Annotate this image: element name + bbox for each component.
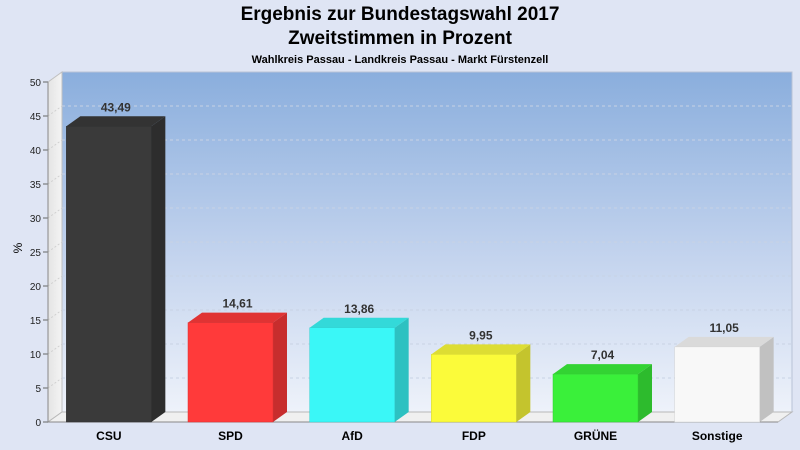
bar-side (759, 336, 774, 422)
y-tick-label: 45 (30, 112, 42, 123)
bar-front (552, 373, 639, 423)
bar-spd (187, 312, 287, 423)
value-label: 43,49 (101, 100, 131, 114)
y-axis-title: % (11, 242, 25, 253)
value-label: 14,61 (222, 297, 252, 311)
y-tick-label: 10 (30, 350, 42, 361)
y-tick-label: 40 (30, 146, 42, 157)
grid-line-side (47, 343, 63, 355)
category-label: FDP (462, 429, 486, 443)
value-label: 9,95 (469, 328, 493, 342)
grid-line-side (47, 309, 63, 321)
y-tick-label: 25 (30, 248, 42, 259)
bar-sonstige (674, 336, 774, 423)
bar-front (431, 354, 517, 423)
value-label: 11,05 (709, 321, 739, 335)
bar-top (431, 344, 531, 355)
chart-subtitle: Zweitstimmen in Prozent (288, 28, 512, 49)
bar-side (516, 344, 531, 422)
grid-line-side (47, 275, 63, 287)
grid-line-side (47, 139, 63, 151)
grid-line-side (47, 207, 63, 219)
category-label: AfD (342, 429, 364, 443)
grid-line-side (47, 377, 63, 389)
labels: 43,49 CSU 14,61 SPD 13,86 AfD 9,95 FDP 7,04 GRÜNE… (96, 100, 743, 443)
y-tick-label: 5 (35, 384, 41, 395)
y-axis: 0 5 10 15 20 25 30 35 40 45 50 (30, 78, 778, 429)
grid-lines (47, 105, 792, 389)
y-tick-label: 30 (30, 214, 42, 225)
bar-top (188, 312, 287, 323)
bar-side (394, 317, 409, 422)
grid-line-side (47, 105, 63, 117)
value-label: 7,04 (591, 348, 615, 362)
bar-front (187, 322, 274, 423)
category-label: GRÜNE (574, 428, 617, 443)
grid-line-side (47, 241, 63, 253)
category-label: SPD (218, 429, 243, 443)
bar-side (638, 364, 652, 422)
y-tick-label: 35 (30, 180, 42, 191)
bar-side (151, 116, 166, 422)
value-label: 13,86 (344, 302, 374, 316)
bar-grüne (552, 364, 652, 423)
y-tick-label: 50 (30, 78, 42, 89)
y-tick-label: 15 (30, 316, 42, 327)
category-label: Sonstige (692, 429, 743, 443)
bar-front (674, 346, 760, 423)
bar-top (309, 317, 409, 328)
bar-csu (66, 116, 166, 423)
category-label: CSU (96, 429, 121, 443)
grid-line-side (47, 173, 63, 185)
bar-top (553, 364, 652, 375)
y-tick-label: 0 (35, 418, 41, 429)
bar-side (273, 312, 287, 422)
bar-fdp (431, 344, 531, 423)
y-tick-label: 20 (30, 282, 42, 293)
chart-caption: Wahlkreis Passau - Landkreis Passau - Ma… (251, 54, 549, 66)
chart-title: Ergebnis zur Bundestagswahl 2017 (240, 4, 560, 25)
bar-top (674, 336, 774, 347)
bar-front (309, 327, 395, 423)
bar-afd (309, 317, 409, 423)
bar-top (66, 116, 166, 127)
bars (66, 116, 774, 423)
bar-front (66, 126, 152, 423)
